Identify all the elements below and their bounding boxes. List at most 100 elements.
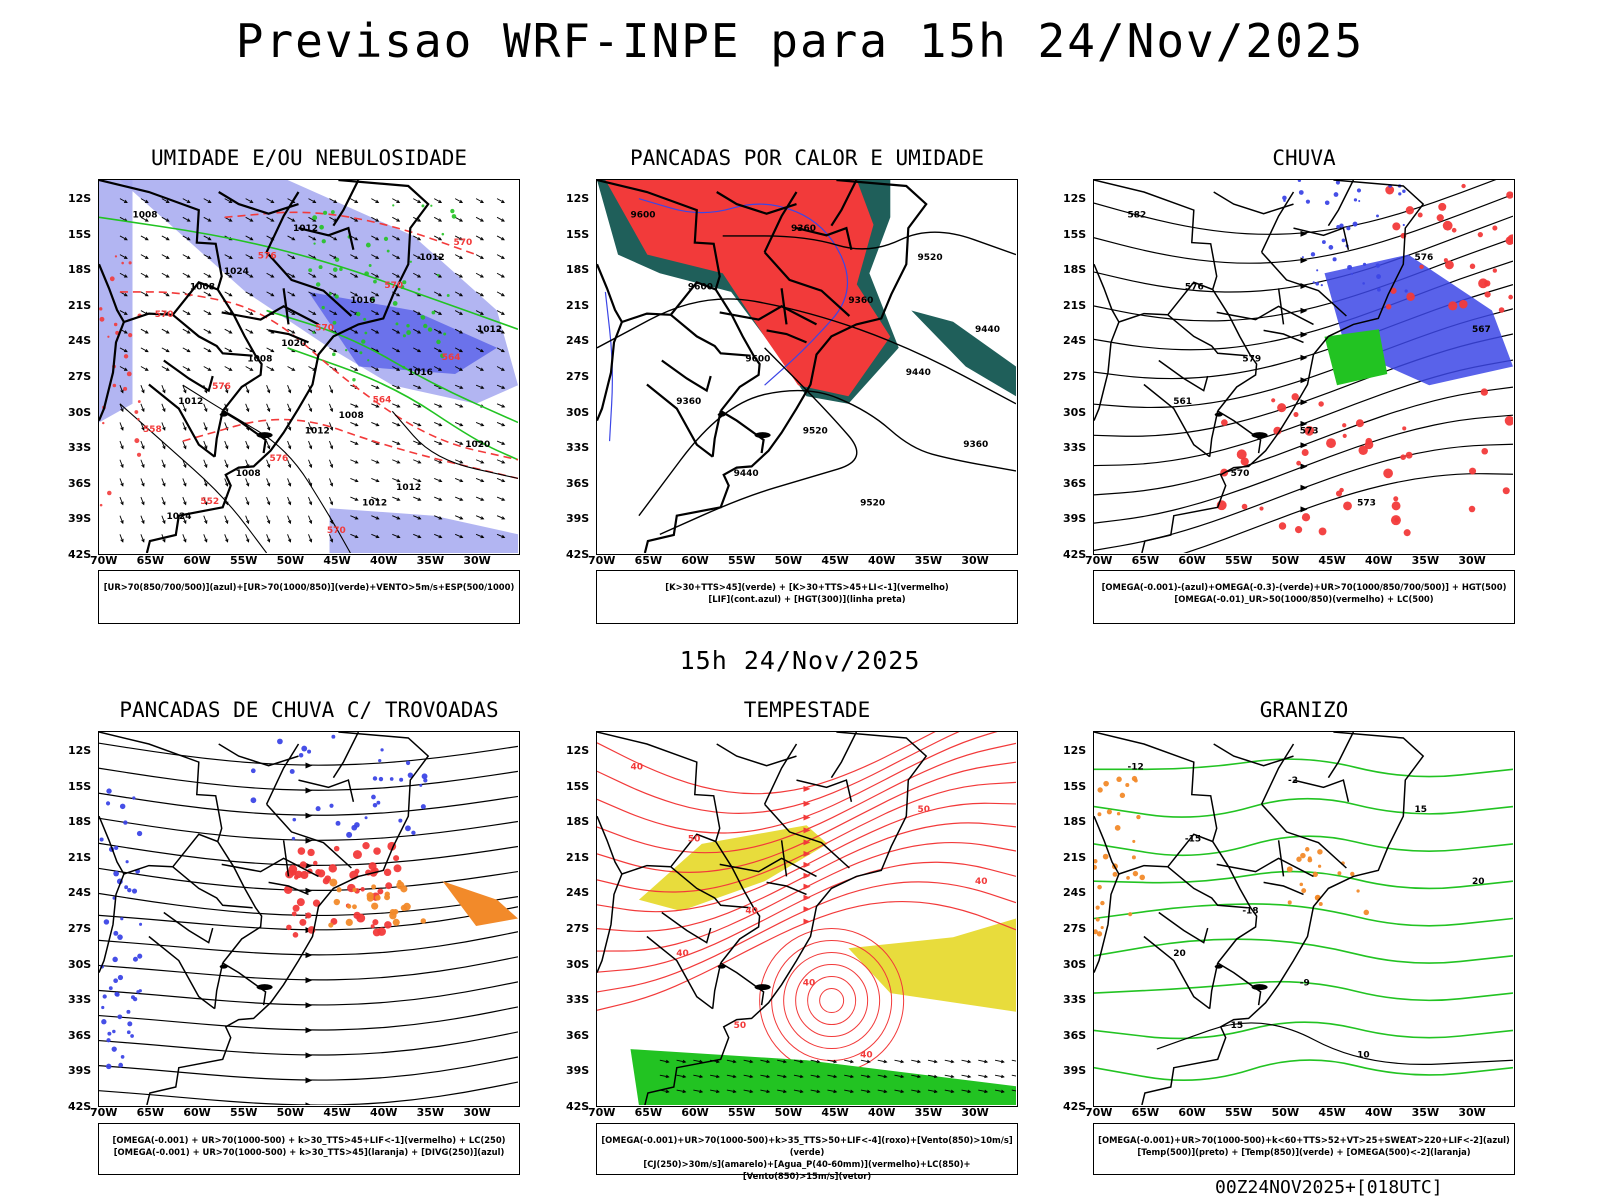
shade-cell <box>1402 223 1405 227</box>
lat-tick-label: 12S <box>1063 192 1087 205</box>
shade-cell <box>374 894 381 901</box>
streamline <box>1094 193 1513 264</box>
shade-cell <box>292 932 299 938</box>
shade-cell <box>1301 448 1309 456</box>
wind-arrowhead <box>732 1089 737 1094</box>
wind-arrowhead <box>375 311 380 315</box>
shade-cell <box>312 899 321 907</box>
wind-vector <box>245 235 253 241</box>
shade-cell <box>400 885 408 893</box>
shade-cell <box>1346 226 1351 231</box>
wind-arrowhead <box>459 274 464 278</box>
shade-cell <box>134 438 140 444</box>
border-line <box>780 840 788 877</box>
wind-vector <box>224 440 229 449</box>
wind-vector <box>224 515 229 524</box>
shade-cell <box>1480 388 1488 396</box>
shade-cell <box>1305 847 1310 852</box>
streamline-arrow <box>803 814 811 821</box>
heat-green-shade <box>911 310 1016 397</box>
shade-cell <box>115 992 120 997</box>
wind-vector <box>266 366 274 371</box>
border-line <box>282 840 290 877</box>
shade-cell <box>1478 278 1489 289</box>
shade-cell <box>1304 425 1315 436</box>
wind-arrowhead <box>228 348 233 353</box>
streamline-arrow <box>1300 420 1308 427</box>
wind-arrowhead <box>833 1074 838 1079</box>
shade-cell <box>1294 526 1303 534</box>
shade-cell <box>1132 839 1136 843</box>
lat-tick-label: 30S <box>566 957 590 971</box>
wind-vector <box>413 477 421 482</box>
wind-arrowhead <box>270 367 275 371</box>
streamline-arrow <box>1300 307 1308 314</box>
temp850-contour <box>1094 1021 1513 1040</box>
shade-cell <box>1469 467 1477 475</box>
shade-cell <box>1393 496 1399 502</box>
streamline-arrow <box>1300 484 1308 491</box>
shade-cell <box>372 802 378 808</box>
contour-label: 1024 <box>224 267 249 277</box>
wind-vector <box>140 198 149 203</box>
wind-vector <box>266 291 274 297</box>
streamline <box>597 781 1016 893</box>
shade-cell <box>1300 852 1306 859</box>
contour-label: 9600 <box>688 282 713 292</box>
wind-vector <box>743 1074 753 1078</box>
lat-tick-label: 12S <box>68 192 92 205</box>
lat-tick-label: 21S <box>1063 298 1087 312</box>
streamline-arrow <box>803 850 811 857</box>
wind-arrowhead <box>141 520 145 525</box>
lat-tick-label: 24S <box>1063 886 1087 900</box>
wind-vector <box>1011 1089 1016 1092</box>
wind-arrowhead <box>501 199 505 203</box>
lon-tick-label: 60W <box>681 554 709 567</box>
wind-arrowhead <box>417 367 422 371</box>
wind-vector <box>496 515 505 520</box>
lon-tick-label: 35W <box>914 1106 943 1119</box>
shade-cell <box>101 1019 107 1025</box>
shade-cell <box>1320 284 1323 287</box>
border-line <box>1216 305 1314 326</box>
shade-cell <box>361 339 366 344</box>
border-line <box>720 962 765 1006</box>
shade-cell <box>1392 222 1401 231</box>
wind-vector <box>287 534 291 542</box>
wind-vector <box>911 1089 921 1093</box>
wind-arrowhead <box>480 385 485 389</box>
wind-arrowhead <box>186 237 191 241</box>
wind-arrowhead <box>123 274 128 278</box>
wind-vector <box>496 235 505 241</box>
shade-cell <box>107 1031 112 1036</box>
shade-cell <box>1096 931 1103 937</box>
wind-vector <box>161 254 170 259</box>
wind-arrowhead <box>480 422 485 427</box>
wind-vector <box>140 347 149 353</box>
wind-vector <box>860 1089 870 1093</box>
temp850-contour <box>1094 835 1513 857</box>
wind-vector <box>475 328 484 334</box>
lat-tick-label: 24S <box>1063 334 1087 348</box>
shade-cell <box>1390 287 1397 294</box>
contour-label: 1012 <box>362 498 387 508</box>
contour-label: 10 <box>1357 1050 1370 1060</box>
shade-cell <box>328 922 334 928</box>
wind-arrowhead <box>287 520 292 525</box>
wind-vector <box>413 272 421 278</box>
contour-label: 1012 <box>178 397 203 407</box>
shade-cell <box>136 452 142 457</box>
wind-arrowhead <box>438 441 443 445</box>
shade-cell <box>1363 909 1370 916</box>
wind-vector <box>392 533 400 538</box>
wind-vector <box>245 291 253 297</box>
border-line <box>597 815 623 973</box>
shade-cell <box>301 745 308 752</box>
shade-cell <box>114 255 118 258</box>
wind-vector <box>392 496 400 501</box>
wind-arrowhead <box>396 218 401 222</box>
shade-cell <box>1307 857 1313 863</box>
legend-line: [OMEGA(-0.001)+UR>70(1000-500)+k<60+TTS>… <box>1098 1135 1510 1145</box>
wind-arrowhead <box>141 445 145 450</box>
wind-arrowhead <box>354 274 359 278</box>
